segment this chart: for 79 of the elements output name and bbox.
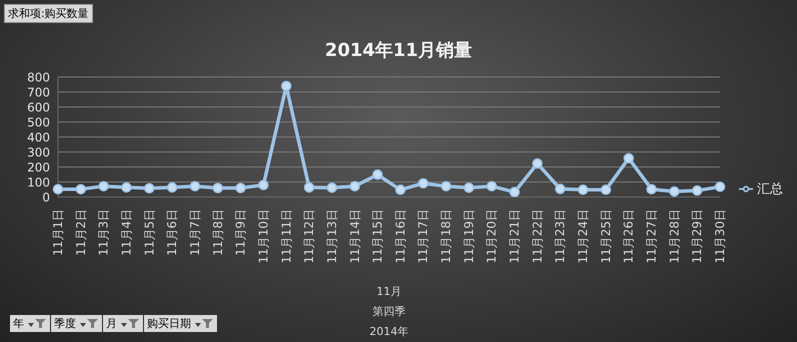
point (212, 182, 224, 194)
x-tick-label: 11月15日 (370, 209, 385, 264)
x-tick-label: 11月16日 (393, 209, 408, 264)
point (258, 180, 269, 190)
legend-label: 汇总 (757, 182, 783, 197)
y-tick-label: 700 (27, 85, 50, 100)
point (395, 184, 406, 196)
x-tick-label: 11月8日 (210, 209, 225, 256)
point (692, 185, 702, 196)
point (372, 169, 383, 180)
point (281, 80, 292, 92)
x-tick-label: 11月30日 (713, 209, 727, 264)
x-tick-label: 11月21日 (508, 209, 522, 264)
point (646, 184, 657, 194)
text: 购买日期 (144, 315, 217, 332)
point (121, 182, 132, 193)
x-tick-label: 11月29日 (690, 209, 704, 264)
x-tick-label: 11月28日 (667, 209, 682, 264)
x-tick-label: 11月1日 (51, 209, 65, 256)
point (464, 182, 474, 193)
x-tick-label: 11月4日 (119, 209, 134, 256)
x-tick-label: 11月14日 (348, 209, 362, 264)
point (623, 153, 634, 164)
text: 11月 (376, 284, 402, 299)
point (98, 180, 109, 192)
point (144, 183, 155, 194)
x-tick-label: 11月19日 (462, 209, 476, 264)
x-tick-label: 11月25日 (598, 209, 613, 264)
x-tick-label: 11月26日 (622, 209, 636, 264)
x-tick-label: 11月9日 (234, 209, 248, 256)
point (304, 182, 314, 193)
x-tick-label: 11月13日 (324, 209, 339, 264)
point (418, 178, 428, 189)
x-tick-label: 11月5日 (142, 209, 156, 256)
point (600, 184, 612, 196)
point (486, 180, 497, 192)
text: 2014年 (368, 324, 410, 339)
y-tick-label: 400 (27, 130, 50, 144)
point (235, 182, 246, 194)
chart-title: 2014年11月销量 (324, 39, 474, 62)
y-tick-label: 100 (27, 175, 50, 190)
x-tick-label: 11月27日 (644, 209, 659, 264)
point (509, 186, 520, 197)
x-tick-label: 11月3日 (96, 209, 111, 256)
x-tick-label: 11月17日 (416, 209, 430, 264)
point (190, 180, 200, 192)
x-tick-label: 11月11日 (279, 209, 294, 264)
x-tick-label: 11月10日 (256, 209, 270, 264)
y-tick-label: 200 (27, 160, 50, 174)
y-tick-label: 800 (27, 70, 50, 84)
point (554, 184, 566, 194)
point (440, 180, 452, 192)
point (532, 158, 543, 169)
y-tick-label: 0 (42, 190, 50, 204)
x-tick-label: 11月18日 (439, 209, 454, 264)
x-tick-label: 11月12日 (302, 209, 316, 264)
y-tick-label: 600 (27, 100, 50, 114)
text: 第四季 (372, 304, 406, 319)
point (578, 184, 588, 196)
text: 季度 (51, 315, 102, 332)
x-tick-label: 11月7日 (188, 209, 202, 256)
x-tick-label: 11月6日 (165, 209, 180, 256)
x-tick-label: 11月24日 (576, 209, 590, 264)
point (350, 180, 360, 192)
y-tick-label: 500 (27, 115, 50, 130)
x-tick-label: 11月23日 (553, 209, 568, 264)
point (326, 182, 338, 193)
text: 求和项:购买数量 (4, 4, 93, 23)
point (166, 182, 178, 193)
point (714, 182, 726, 192)
y-tick-label: 300 (27, 145, 50, 160)
text: 月 (103, 315, 143, 332)
point (52, 184, 64, 194)
point (669, 186, 680, 197)
point (76, 184, 86, 194)
x-tick-label: 11月22日 (530, 209, 544, 264)
x-tick-label: 11月20日 (484, 209, 499, 264)
text: 年 (10, 315, 50, 332)
x-tick-label: 11月2日 (74, 209, 88, 256)
